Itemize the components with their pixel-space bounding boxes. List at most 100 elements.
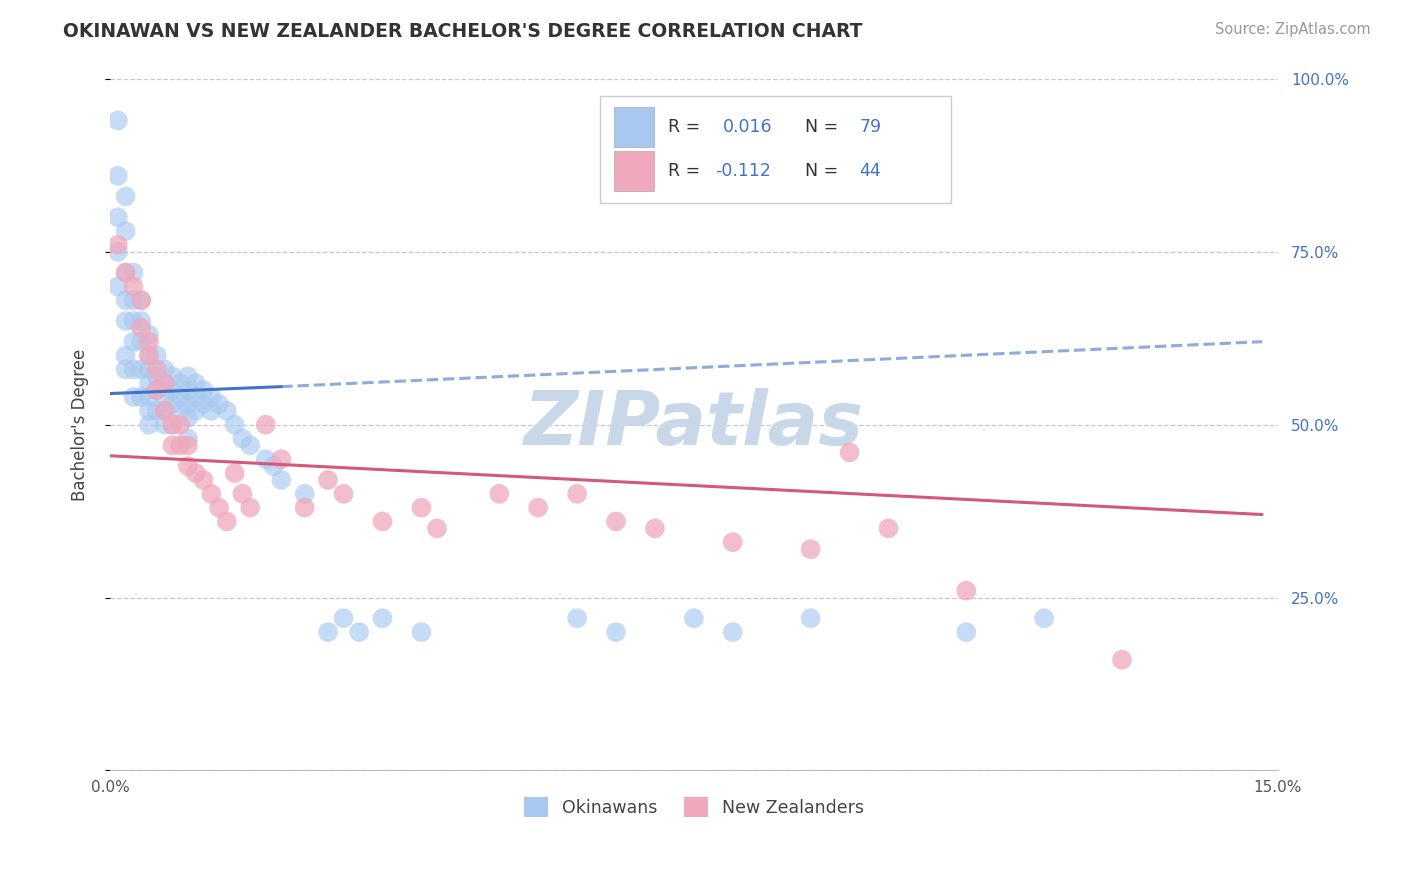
Point (193, 383, 215, 397)
Point (177, 410, 200, 425)
Point (800, 542, 823, 557)
Point (153, 404, 176, 418)
Point (138, 349, 160, 363)
Point (838, 445, 860, 459)
Point (231, 432, 253, 446)
Point (200, 487, 222, 501)
Point (146, 349, 169, 363)
Point (122, 334, 145, 349)
Point (721, 535, 744, 549)
Point (107, 211, 129, 225)
Point (605, 625, 627, 640)
Point (114, 293, 136, 308)
Point (169, 390, 191, 404)
Point (177, 369, 200, 384)
Point (162, 397, 184, 411)
Point (169, 438, 191, 452)
Point (193, 397, 215, 411)
Point (129, 293, 152, 308)
Point (146, 383, 169, 397)
Point (200, 390, 222, 404)
Point (800, 611, 823, 625)
Point (153, 376, 176, 391)
Point (644, 521, 666, 535)
Point (208, 397, 231, 411)
Point (177, 438, 200, 452)
Point (200, 404, 222, 418)
Point (263, 459, 285, 474)
Point (138, 362, 160, 376)
Point (1111, 653, 1133, 667)
Point (955, 625, 977, 640)
Point (114, 224, 136, 238)
Point (177, 383, 200, 397)
Point (224, 417, 246, 432)
Point (107, 238, 129, 252)
Point (138, 390, 160, 404)
Point (565, 487, 588, 501)
Point (162, 438, 184, 452)
Point (122, 279, 145, 293)
Point (169, 417, 191, 432)
Point (270, 452, 292, 467)
Text: N =: N = (804, 162, 844, 180)
Point (138, 334, 160, 349)
Point (138, 376, 160, 391)
Point (153, 362, 176, 376)
Point (426, 521, 449, 535)
Point (162, 417, 184, 432)
Point (146, 404, 169, 418)
Point (146, 383, 169, 397)
Point (129, 321, 152, 335)
Point (527, 500, 550, 515)
Point (122, 362, 145, 376)
Point (332, 611, 354, 625)
Point (215, 404, 238, 418)
Point (107, 169, 129, 183)
Point (169, 376, 191, 391)
Legend: Okinawans, New Zealanders: Okinawans, New Zealanders (517, 790, 870, 824)
Text: N =: N = (804, 118, 844, 136)
Point (138, 404, 160, 418)
Point (114, 349, 136, 363)
Point (488, 487, 510, 501)
Point (153, 404, 176, 418)
Point (107, 244, 129, 259)
Point (721, 625, 744, 640)
Point (184, 390, 207, 404)
Point (122, 266, 145, 280)
Point (129, 293, 152, 308)
FancyBboxPatch shape (600, 96, 950, 203)
Point (162, 417, 184, 432)
Point (138, 327, 160, 342)
Text: OKINAWAN VS NEW ZEALANDER BACHELOR'S DEGREE CORRELATION CHART: OKINAWAN VS NEW ZEALANDER BACHELOR'S DEG… (63, 22, 863, 41)
Point (1033, 611, 1056, 625)
FancyBboxPatch shape (614, 107, 654, 146)
Point (877, 521, 900, 535)
Point (153, 390, 176, 404)
Point (122, 293, 145, 308)
Point (114, 189, 136, 203)
Point (107, 279, 129, 293)
Point (270, 473, 292, 487)
Point (184, 376, 207, 391)
Text: -0.112: -0.112 (714, 162, 770, 180)
Text: 44: 44 (859, 162, 882, 180)
Point (193, 473, 215, 487)
Point (162, 383, 184, 397)
Text: Source: ZipAtlas.com: Source: ZipAtlas.com (1215, 22, 1371, 37)
Point (169, 404, 191, 418)
Point (231, 487, 253, 501)
Y-axis label: Bachelor's Degree: Bachelor's Degree (72, 349, 89, 500)
Point (565, 611, 588, 625)
Point (955, 583, 977, 598)
Point (146, 362, 169, 376)
Point (224, 466, 246, 480)
Point (153, 417, 176, 432)
Point (146, 369, 169, 384)
Point (347, 625, 370, 640)
Point (184, 404, 207, 418)
Point (129, 362, 152, 376)
Point (114, 266, 136, 280)
Point (122, 390, 145, 404)
